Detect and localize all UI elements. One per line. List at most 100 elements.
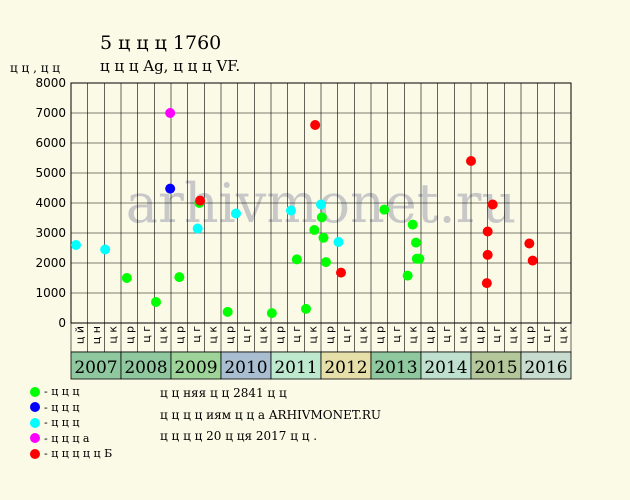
data-point [482,226,493,237]
data-point [310,120,321,130]
year-label: 2010 [224,358,267,378]
legend-item-1: - ц ц ц [30,384,112,400]
data-point [151,297,161,307]
data-point [195,195,206,206]
y-axis-unit: ц ц , ц ц [10,61,60,75]
chart-subtitle: ц ц ц Ag, ц ц ц VF. [100,57,241,75]
year-cell [70,351,122,380]
month-label: ц к [357,326,370,344]
y-tick-label: 8000 [35,76,66,90]
y-tick-label: 4000 [35,196,66,210]
data-point [379,204,390,215]
month-label: ц р [323,326,336,344]
month-label: ц к [207,326,220,344]
y-tick-label: 1000 [35,286,66,300]
legend-dot-5 [30,448,40,459]
data-point [301,303,311,314]
year-label: 2012 [324,358,367,378]
month-label: ц к [157,326,170,344]
data-point [266,308,277,319]
month-label: ц р [473,326,486,344]
month-label: ц р [123,326,136,344]
legend-label-5: - ц ц ц ц ц Б [44,447,113,460]
y-tick-label: 0 [58,316,66,330]
data-point [336,267,346,278]
note-date: ц ц ц ц 20 ц ця 2017 ц ц . [160,429,318,443]
data-point [165,183,176,194]
note-average-price: ц ц няя ц ц 2841 ц ц [160,386,287,400]
year-label: 2013 [374,358,417,378]
month-label: ц р [373,326,386,344]
data-point [286,205,296,216]
legend-label-1: - ц ц ц [44,385,80,398]
y-tick-label: 2000 [35,256,66,270]
legend-item-3: - ц ц ц [30,415,112,431]
legend-label-4: - ц ц ц а [44,431,90,445]
data-point [316,212,327,223]
data-point [524,238,535,249]
month-label: ц г [490,326,503,343]
month-label: ц к [307,326,320,344]
legend-label-3: - ц ц ц [44,416,80,429]
month-label: ц г [340,326,353,343]
month-label: ц к [407,326,420,344]
month-label: ц г [140,326,153,343]
legend-label-2: - ц ц ц [44,400,80,414]
y-tick-label: 7000 [35,106,66,120]
data-point [316,199,326,210]
data-point [100,244,111,255]
month-label: ц р [273,326,286,344]
year-cell [270,351,322,380]
note-source: ц ц ц ц иям ц ц а ARHIVMONET.RU [160,407,382,422]
data-point [121,273,132,283]
legend-item-4: - ц ц ц а [30,431,112,447]
data-point [71,240,81,250]
data-point [411,237,421,248]
chart-title: 5 ц ц ц 1760 [100,32,222,54]
legend-item-2: - ц ц ц [30,400,112,416]
month-label: ц г [440,326,453,343]
data-point [309,225,320,235]
data-point [527,255,538,266]
data-point [222,306,233,317]
data-point [231,208,241,219]
month-label: ц г [240,326,253,343]
month-label: ц к [257,326,270,344]
data-point [333,237,344,247]
year-label: 2007 [74,358,117,378]
month-label: ц к [507,326,520,344]
data-point [321,257,331,268]
data-point [466,156,476,166]
year-cell [420,351,472,380]
legend: - ц ц ц - ц ц ц - ц ц ц - ц ц ц а - ц ц … [30,384,112,462]
year-cell [320,351,372,380]
year-label: 2009 [174,358,217,378]
y-tick-label: 5000 [35,166,66,180]
y-tick-label: 6000 [35,136,66,150]
y-tick-label: 3000 [35,226,66,240]
year-cell [120,351,172,380]
month-label: ц н [90,326,103,344]
year-cell [520,351,572,380]
year-label: 2014 [424,358,467,378]
data-point [481,278,492,289]
year-label: 2016 [524,358,567,378]
data-point [165,108,176,118]
month-label: ц к [557,326,570,344]
data-point [482,249,493,260]
year-cell [470,351,522,380]
data-point [318,232,329,243]
legend-item-5: - ц ц ц ц ц Б [30,446,112,462]
month-label: ц г [390,326,403,343]
legend-dot-1 [30,386,40,397]
month-label: ц р [223,326,236,344]
month-label: ц к [107,326,120,344]
month-label: ц р [523,326,536,344]
data-point [414,253,425,264]
legend-dot-3 [30,417,40,428]
data-point [407,219,418,230]
month-label: ц г [540,326,553,343]
month-label: ц р [173,326,186,344]
year-label: 2015 [474,358,517,378]
